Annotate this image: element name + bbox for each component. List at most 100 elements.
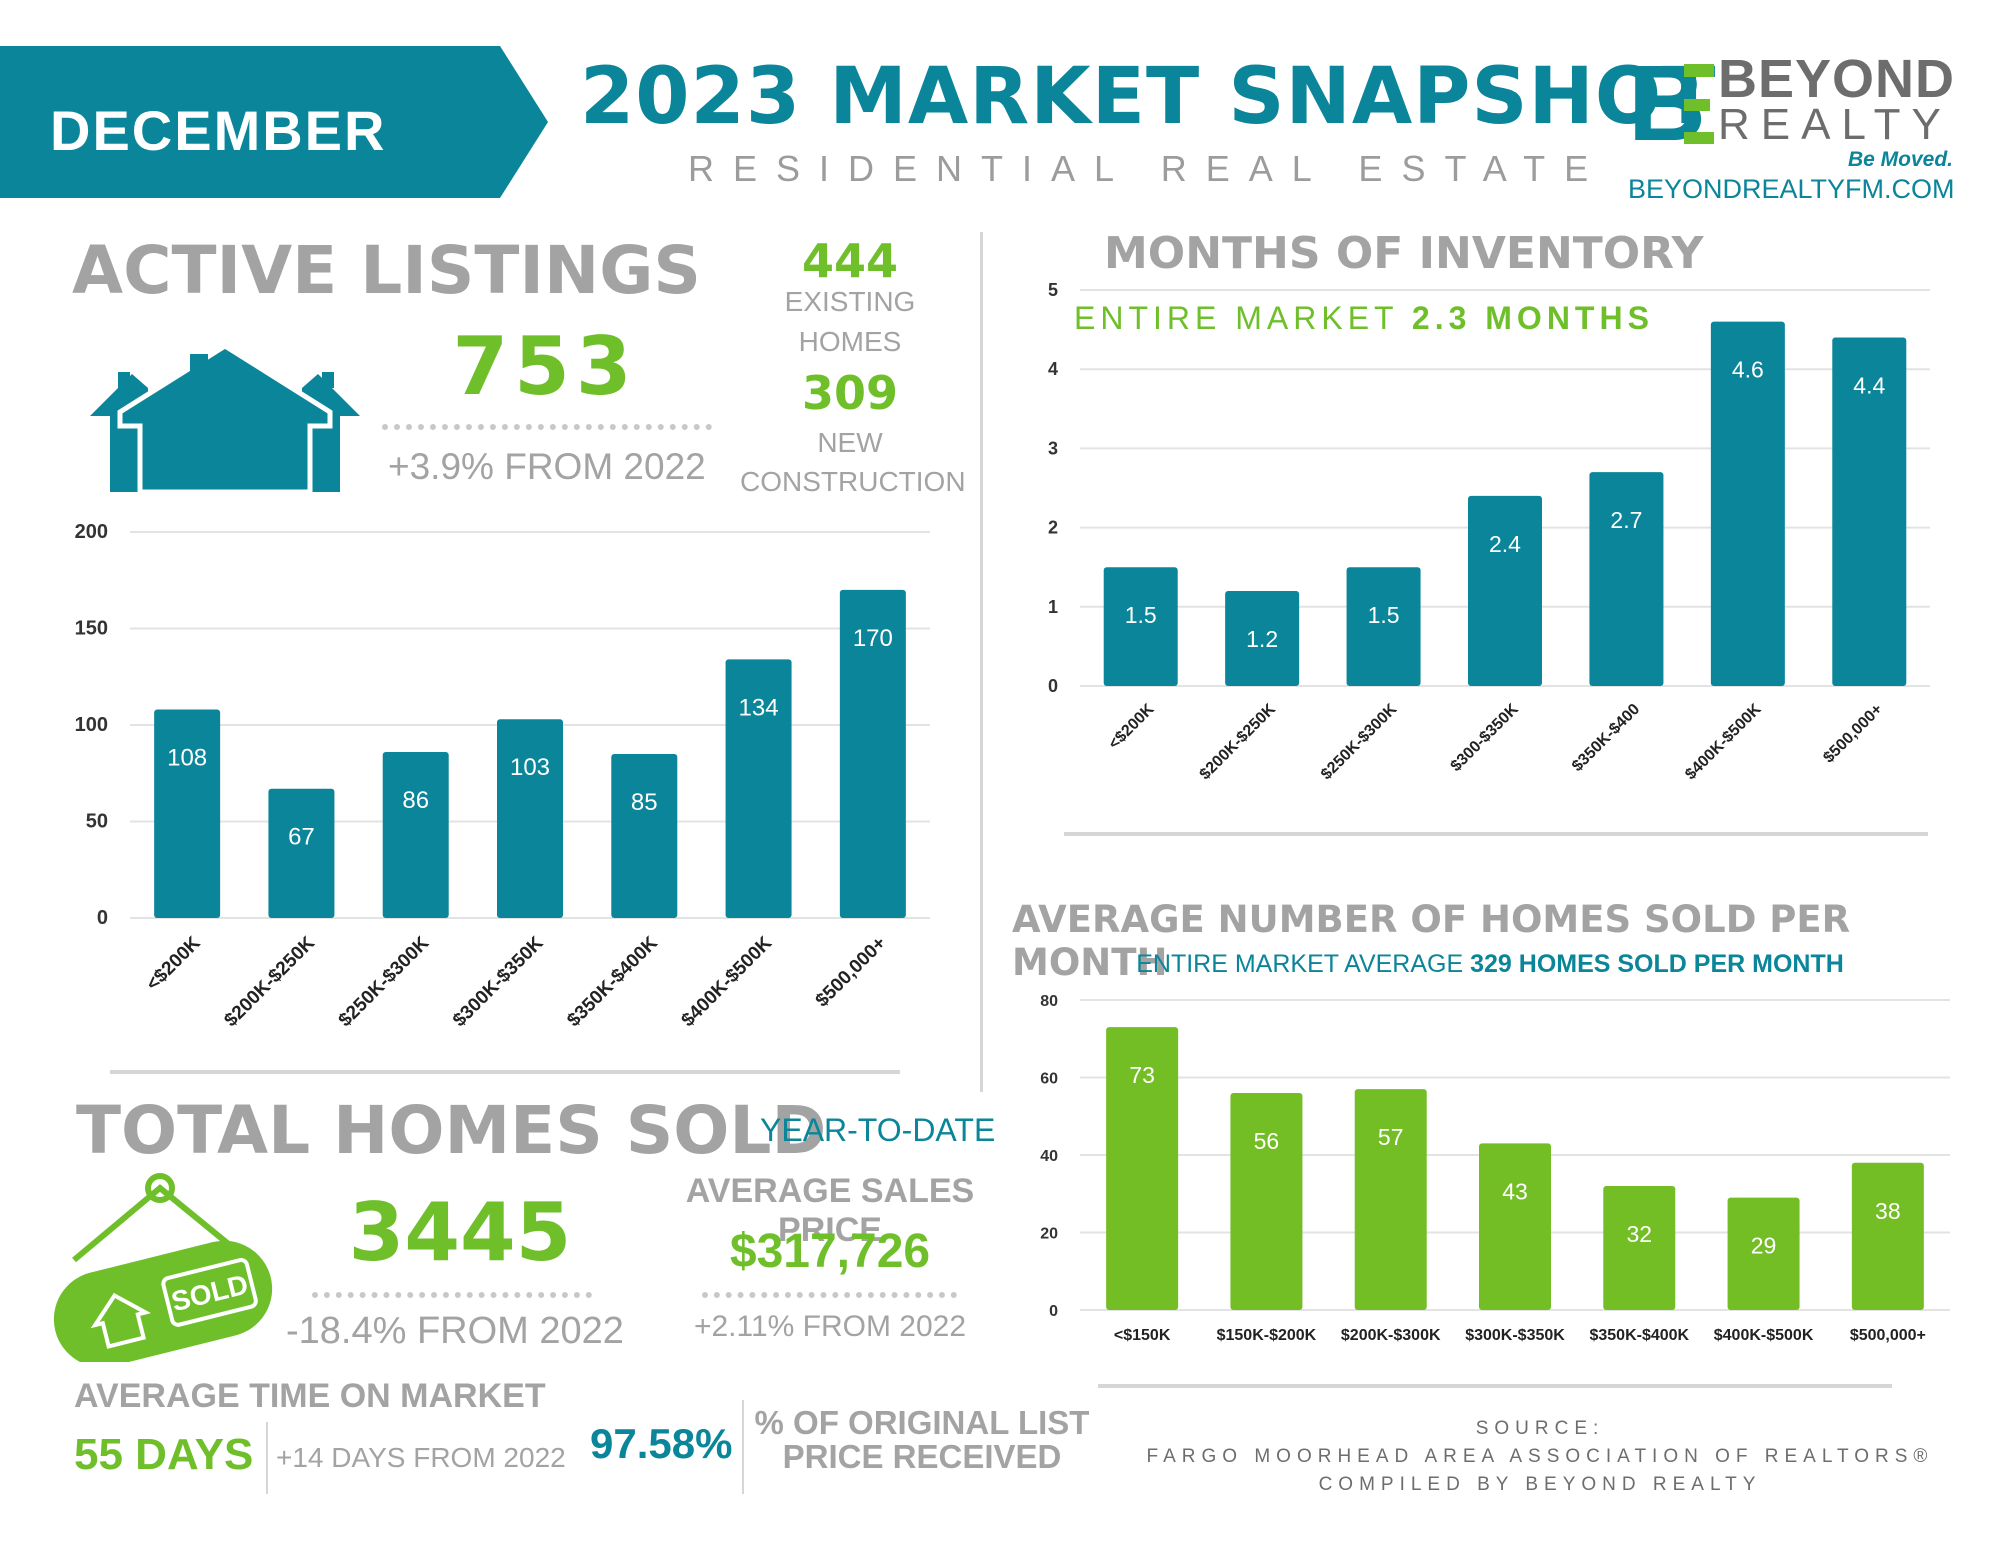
inventory-chart: 0 1 2 3 4 5 1.5 <$200K 1.2 $200K-$250K 1.5 $250K-$3… [1048, 280, 1930, 783]
existing-homes-label: EXISTING [784, 286, 916, 317]
y-tick-label: 0 [97, 907, 108, 929]
brand-tagline: Be Moved. [1848, 148, 1954, 171]
bar [154, 709, 221, 918]
x-tick-label: $400K-$500K [678, 932, 777, 1031]
time-on-market-label: AVERAGE TIME ON MARKET [74, 1377, 546, 1415]
new-construction-label: NEW [817, 427, 883, 458]
x-tick-label: $200K-$300K [1341, 1327, 1441, 1344]
new-construction-value: 309 [801, 366, 899, 420]
bar [1225, 590, 1300, 686]
dotted-separator [312, 1292, 592, 1298]
homes-sold-entire-market: ENTIRE MARKET AVERAGE 329 HOMES SOLD PER… [1010, 950, 1970, 979]
inventory-entire-value: 2.3 MONTHS [1411, 300, 1654, 336]
x-tick-label: <$200K [142, 932, 204, 994]
dotted-separator [702, 1292, 957, 1298]
source-note: SOURCE: FARGO MOORHEAD AREA ASSOCIATION … [1120, 1415, 1960, 1499]
sold-sign-icon: SOLD [53, 1173, 273, 1362]
total-sold-change: -18.4% FROM 2022 [286, 1310, 624, 1352]
bar [1832, 337, 1907, 686]
brand-subname: REALTY [1718, 100, 1952, 149]
bar-value-label: 2.4 [1489, 531, 1521, 557]
bar [268, 788, 335, 918]
bar [1710, 321, 1785, 686]
y-tick-label: 200 [75, 521, 108, 543]
bar-value-label: 170 [853, 625, 893, 652]
bar-value-label: 73 [1129, 1062, 1155, 1088]
y-tick-label: 40 [1040, 1148, 1058, 1165]
inventory-entire-prefix: ENTIRE MARKET [1074, 300, 1398, 336]
bar-value-label: 29 [1751, 1233, 1777, 1259]
x-tick-label: $150K-$200K [1217, 1327, 1317, 1344]
avg-price-value: $317,726 [729, 1225, 931, 1278]
page-subtitle: RESIDENTIAL REAL ESTATE [688, 148, 1608, 189]
y-tick-label: 0 [1048, 676, 1058, 696]
y-tick-label: 3 [1048, 438, 1058, 458]
bar-value-label: 4.6 [1732, 357, 1764, 383]
total-sold-value: 3445 [348, 1186, 572, 1279]
y-tick-label: 100 [75, 714, 108, 736]
y-tick-label: 5 [1048, 280, 1058, 300]
houses-icon [90, 346, 360, 492]
list-price-label-2: PRICE RECEIVED [782, 1438, 1062, 1475]
y-tick-label: 20 [1040, 1226, 1058, 1243]
y-tick-label: 50 [86, 811, 108, 833]
homes-sold-chart: 0 20 40 60 80 73 <$150K 56 $150K-$200K 57 $200K-$3… [1040, 993, 1950, 1344]
total-sold-heading: TOTAL HOMES SOLD [76, 1092, 827, 1169]
existing-homes-value: 444 [801, 234, 899, 288]
bar [1727, 1197, 1800, 1310]
bar-value-label: 85 [631, 789, 658, 816]
x-tick-label: $300-$350K [1448, 700, 1523, 775]
y-tick-label: 4 [1048, 359, 1058, 379]
bar-value-label: 43 [1502, 1178, 1528, 1204]
active-listings-chart: 0 50 100 150 200 108 <$200K 67 $200K-$250K 86 $250… [75, 521, 930, 1031]
active-listings-heading: ACTIVE LISTINGS [72, 232, 701, 309]
y-tick-label: 150 [75, 618, 108, 640]
x-tick-label: $400K-$500K [1682, 700, 1765, 783]
y-tick-label: 0 [1049, 1303, 1058, 1320]
avg-price-change: +2.11% FROM 2022 [693, 1310, 967, 1343]
column-divider [980, 232, 983, 1092]
ytd-label: YEAR-TO-DATE [760, 1112, 996, 1148]
x-tick-label: $250K-$300K [1318, 700, 1401, 783]
mini-divider [742, 1400, 744, 1494]
source-label: SOURCE: [1475, 1418, 1605, 1439]
x-tick-label: $350K-$400 [1569, 701, 1643, 775]
x-tick-label: $500,000+ [1850, 1327, 1926, 1344]
bar [1851, 1162, 1924, 1310]
x-tick-label: $400K-$500K [1714, 1327, 1814, 1344]
x-tick-label: $250K-$300K [335, 932, 434, 1031]
bar-value-label: 38 [1875, 1198, 1901, 1224]
bar-value-label: 4.4 [1853, 373, 1885, 399]
homes-sold-entire-prefix: ENTIRE MARKET AVERAGE [1136, 950, 1464, 978]
list-price-label: % OF ORIGINAL LIST [754, 1404, 1090, 1441]
source-organization: FARGO MOORHEAD AREA ASSOCIATION OF REALT… [1146, 1446, 1934, 1467]
bar-value-label: 134 [739, 694, 779, 721]
homes-sold-entire-value: 329 HOMES SOLD PER MONTH [1470, 950, 1844, 978]
x-tick-label: $200K-$250K [1197, 700, 1280, 783]
mini-divider [266, 1422, 268, 1494]
bar-value-label: 56 [1254, 1128, 1280, 1154]
list-price-value: 97.58% [590, 1420, 733, 1467]
bar [1346, 567, 1421, 686]
brand-name: BEYOND [1718, 49, 1956, 109]
bar [1589, 472, 1664, 686]
time-on-market-value: 55 DAYS [74, 1430, 254, 1479]
bar [497, 719, 563, 918]
y-tick-label: 1 [1048, 597, 1058, 617]
new-construction-label-2: CONSTRUCTION [740, 466, 966, 497]
bar [1103, 567, 1178, 686]
bar [611, 753, 678, 918]
time-on-market-change: +14 DAYS FROM 2022 [276, 1442, 566, 1473]
x-tick-label: <$200K [1106, 700, 1158, 752]
inventory-heading: MONTHS OF INVENTORY [1104, 228, 1704, 279]
bar-value-label: 103 [510, 754, 550, 781]
x-tick-label: $200K-$250K [220, 932, 319, 1031]
bar [1468, 495, 1542, 686]
website-link[interactable]: BEYONDREALTYFM.COM [1628, 174, 1955, 204]
x-tick-label: $350K-$400K [1589, 1327, 1689, 1344]
section-divider [1064, 832, 1928, 836]
section-divider [1098, 1384, 1892, 1388]
homes-sold-month-heading: AVERAGE NUMBER OF HOMES SOLD PER MONTH [1012, 898, 1851, 984]
dotted-separator [382, 424, 712, 430]
bar-value-label: 57 [1378, 1124, 1404, 1150]
